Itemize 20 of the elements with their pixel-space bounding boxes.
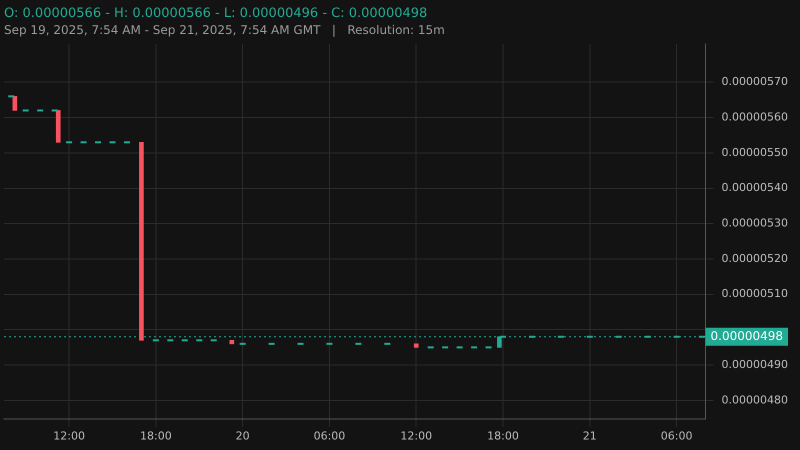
chart-title: O: 0.00000566 - H: 0.00000566 - L: 0.00000496 - C: 0.00000498 bbox=[4, 6, 428, 22]
y-tick-label: 0.00000530 bbox=[722, 216, 788, 230]
ref-line-label: 0.00000498 bbox=[710, 328, 784, 343]
x-tick-label: 20 bbox=[236, 429, 250, 442]
x-tick-label: 21 bbox=[582, 429, 597, 442]
x-tick-label: 18:00 bbox=[487, 429, 519, 442]
chart-subtitle: Sep 19, 2025, 7:54 AM - Sep 21, 2025, 7:54 AM GMT | Resolution: 15m bbox=[4, 22, 445, 37]
y-tick-label: 0.00000510 bbox=[722, 287, 788, 300]
y-tick-label: 0.00000560 bbox=[722, 110, 788, 124]
x-tick-label: 12:00 bbox=[53, 429, 85, 442]
y-tick-label: 0.00000540 bbox=[722, 181, 788, 194]
y-tick-label: 0.00000520 bbox=[722, 252, 788, 265]
y-tick-label: 0.00000480 bbox=[722, 393, 788, 406]
y-tick-label: 0.00000570 bbox=[722, 75, 788, 88]
x-tick-label: 06:00 bbox=[660, 429, 692, 442]
x-tick-label: 06:00 bbox=[314, 429, 346, 442]
y-tick-label: 0.00000490 bbox=[722, 358, 788, 371]
y-tick-label: 0.00000550 bbox=[722, 146, 788, 159]
x-tick-label: 12:00 bbox=[400, 429, 432, 442]
x-tick-label: 18:00 bbox=[140, 429, 172, 442]
